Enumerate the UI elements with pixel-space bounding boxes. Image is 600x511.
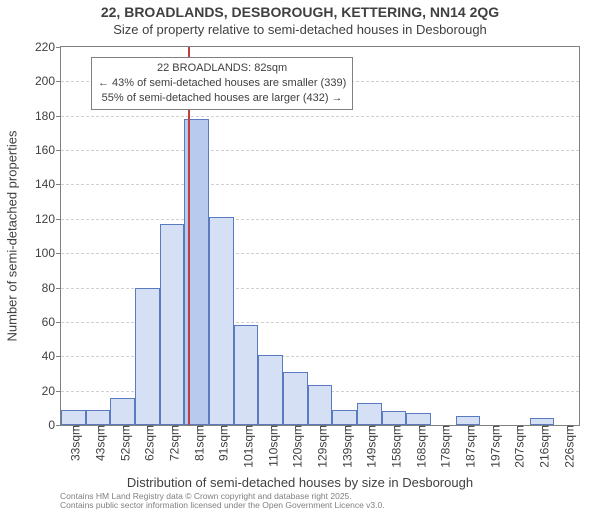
histogram-bar — [209, 217, 234, 425]
x-tick-label: 139sqm — [335, 425, 354, 468]
histogram-bar — [308, 385, 333, 425]
x-tick-label: 197sqm — [483, 425, 502, 468]
footnote: Contains HM Land Registry data © Crown c… — [60, 492, 385, 511]
histogram-bar — [456, 416, 481, 425]
x-tick-label: 81sqm — [187, 425, 206, 461]
gridline — [61, 219, 579, 220]
histogram-bar — [110, 398, 135, 425]
gridline — [61, 116, 579, 117]
x-tick-label: 101sqm — [237, 425, 256, 468]
x-tick-label: 226sqm — [557, 425, 576, 468]
x-tick-label: 62sqm — [138, 425, 157, 461]
x-tick-label: 149sqm — [360, 425, 379, 468]
y-tick-label: 220 — [35, 40, 61, 54]
info-box-line: 55% of semi-detached houses are larger (… — [98, 91, 346, 106]
x-tick-label: 129sqm — [311, 425, 330, 468]
histogram-bar — [283, 372, 308, 425]
y-tick-label: 120 — [35, 212, 61, 226]
y-tick-label: 40 — [42, 349, 61, 363]
histogram-bar — [61, 410, 86, 425]
histogram-bar — [332, 410, 357, 425]
plot-area: 02040608010012014016018020022033sqm43sqm… — [60, 46, 580, 426]
histogram-bar — [530, 418, 555, 425]
x-tick-label: 216sqm — [533, 425, 552, 468]
histogram-bar — [135, 288, 160, 425]
x-tick-label: 52sqm — [113, 425, 132, 461]
x-tick-label: 72sqm — [163, 425, 182, 461]
x-tick-label: 178sqm — [434, 425, 453, 468]
x-tick-label: 91sqm — [212, 425, 231, 461]
histogram-bar — [258, 355, 283, 425]
y-tick-label: 180 — [35, 109, 61, 123]
chart-subtitle: Size of property relative to semi-detach… — [0, 22, 600, 37]
y-tick-label: 0 — [48, 418, 61, 432]
x-tick-label: 158sqm — [385, 425, 404, 468]
x-tick-label: 207sqm — [508, 425, 527, 468]
gridline — [61, 253, 579, 254]
x-tick-label: 168sqm — [409, 425, 428, 468]
x-tick-label: 110sqm — [261, 425, 280, 467]
y-tick-label: 60 — [42, 315, 61, 329]
chart-container: 22, BROADLANDS, DESBOROUGH, KETTERING, N… — [0, 0, 600, 500]
y-tick-label: 200 — [35, 74, 61, 88]
histogram-bar — [357, 403, 382, 425]
y-tick-label: 100 — [35, 246, 61, 260]
gridline — [61, 184, 579, 185]
info-box: 22 BROADLANDS: 82sqm← 43% of semi-detach… — [91, 57, 353, 110]
histogram-bar — [160, 224, 185, 425]
y-tick-label: 160 — [35, 143, 61, 157]
histogram-bar — [234, 325, 259, 425]
info-box-line: 22 BROADLANDS: 82sqm — [98, 61, 346, 76]
x-tick-label: 43sqm — [89, 425, 108, 461]
y-axis-title: Number of semi-detached properties — [5, 131, 20, 342]
x-tick-label: 120sqm — [286, 425, 305, 468]
gridline — [61, 150, 579, 151]
x-axis-title: Distribution of semi-detached houses by … — [0, 475, 600, 490]
histogram-bar — [86, 410, 111, 425]
y-tick-label: 80 — [42, 281, 61, 295]
histogram-bar — [382, 411, 407, 425]
footnote-line2: Contains public sector information licen… — [60, 500, 385, 510]
y-tick-label: 20 — [42, 384, 61, 398]
info-box-line: ← 43% of semi-detached houses are smalle… — [98, 76, 346, 91]
chart-title: 22, BROADLANDS, DESBOROUGH, KETTERING, N… — [0, 4, 600, 20]
y-tick-label: 140 — [35, 177, 61, 191]
x-tick-label: 187sqm — [459, 425, 478, 468]
histogram-bar — [406, 413, 431, 425]
x-tick-label: 33sqm — [64, 425, 83, 461]
